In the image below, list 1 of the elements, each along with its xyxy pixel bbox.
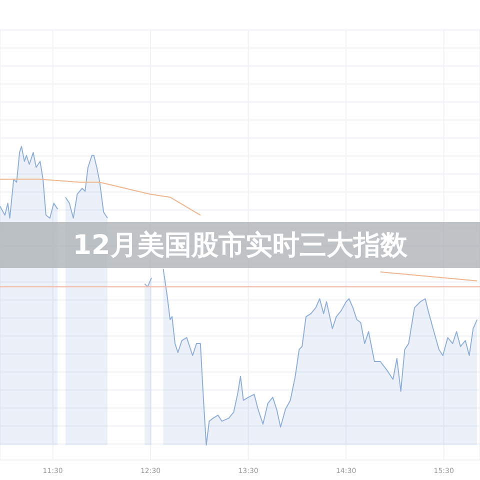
text: 12月美国股市实时三大指数 <box>72 229 408 263</box>
